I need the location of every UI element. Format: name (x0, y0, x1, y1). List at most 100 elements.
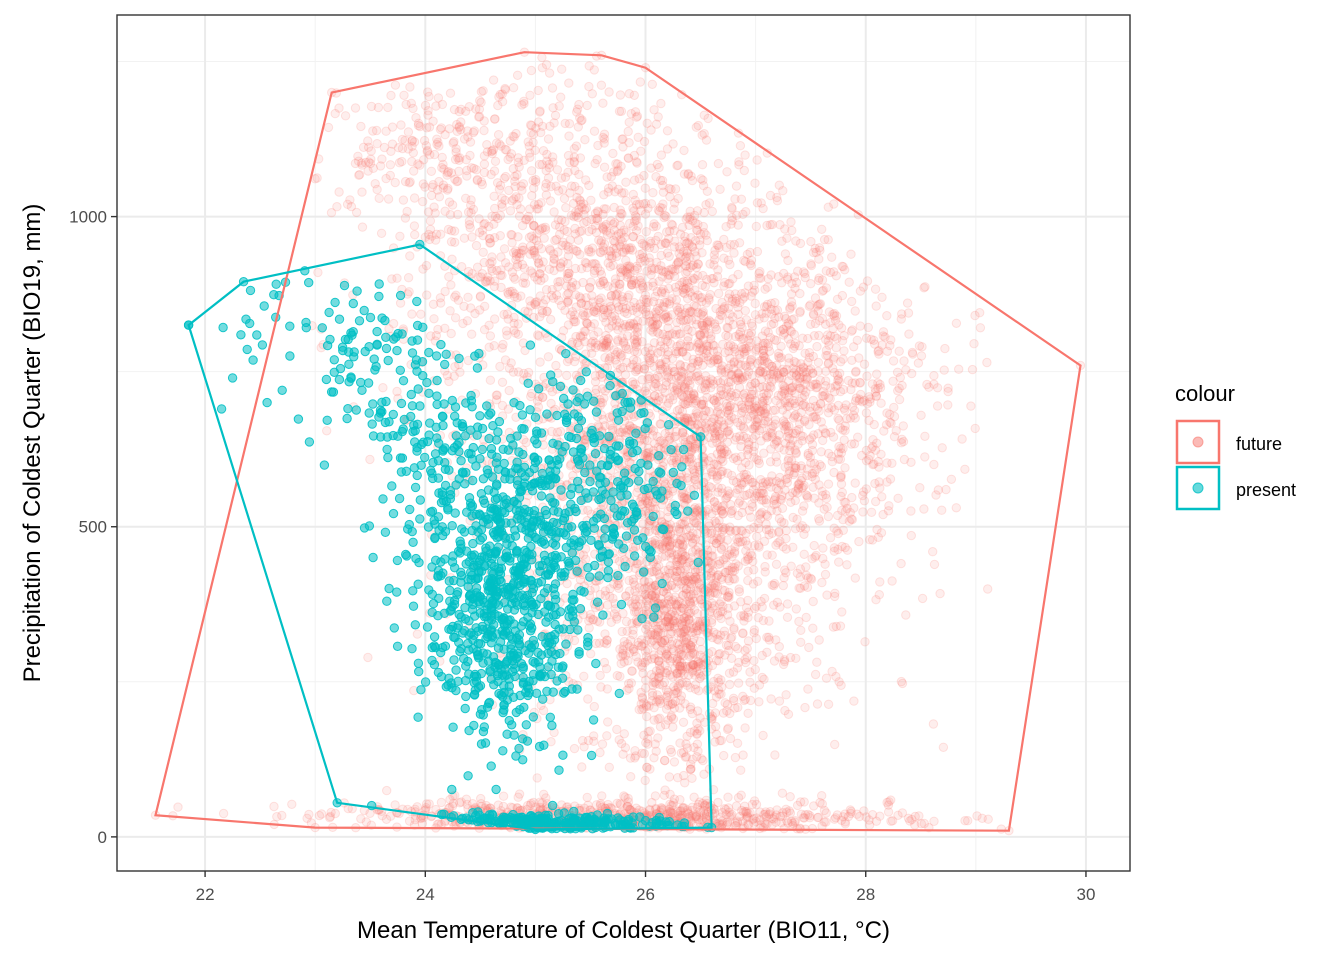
point-future (724, 346, 734, 356)
point-future (770, 494, 780, 504)
point-future (474, 214, 484, 224)
point-future (551, 360, 561, 371)
point-future (738, 628, 748, 639)
point-future (812, 699, 823, 709)
point-future (719, 750, 729, 761)
point-future (585, 613, 596, 623)
point-future (590, 583, 600, 593)
point-future (743, 281, 754, 291)
point-future (795, 564, 806, 574)
point-future (478, 247, 488, 258)
point-future (810, 552, 820, 562)
point-future (511, 246, 521, 256)
point-future (937, 443, 947, 453)
point-future (662, 144, 673, 154)
point-future (683, 476, 693, 486)
point-future (590, 338, 600, 348)
point-future (690, 210, 700, 221)
point-future (661, 354, 671, 364)
point-future (672, 161, 682, 171)
point-future (652, 431, 662, 442)
point-future (806, 319, 816, 329)
point-future (785, 652, 796, 663)
point-future (812, 657, 822, 667)
point-future (569, 743, 580, 754)
point-future (689, 301, 699, 311)
point-future (867, 535, 878, 545)
point-future (777, 236, 787, 246)
point-future (673, 257, 684, 267)
point-future (929, 371, 939, 381)
point-future (748, 502, 758, 512)
point-future (941, 484, 951, 495)
point-future (692, 728, 702, 739)
point-future (743, 575, 753, 586)
point-future (654, 372, 664, 383)
point-future (503, 289, 514, 299)
point-future (756, 198, 766, 208)
point-future (715, 433, 725, 443)
point-future (716, 466, 727, 477)
point-future (638, 199, 649, 209)
point-future (899, 454, 910, 465)
point-future (727, 505, 737, 516)
point-future (471, 240, 482, 251)
point-future (723, 426, 734, 436)
point-future (806, 279, 816, 289)
point-future (679, 276, 689, 287)
point-future (877, 292, 887, 302)
point-future (647, 79, 657, 90)
point-future (696, 399, 707, 409)
point-future (571, 302, 581, 312)
point-future (694, 339, 704, 350)
point-future (618, 142, 628, 152)
point-future (752, 531, 762, 542)
point-future (661, 551, 671, 561)
point-future (749, 628, 759, 638)
point-future (775, 353, 785, 363)
point-future (634, 174, 644, 184)
point-future (853, 432, 863, 442)
grid-major (117, 15, 1130, 871)
point-future (748, 434, 758, 444)
point-future (721, 243, 732, 253)
point-future (671, 668, 682, 678)
point-future (780, 384, 790, 394)
point-future (665, 339, 676, 349)
point-future (741, 657, 751, 668)
point-future (538, 392, 548, 402)
point-future (561, 240, 571, 251)
point-future (839, 346, 849, 356)
point-future (558, 326, 569, 336)
point-future (601, 339, 612, 349)
point-future (775, 220, 785, 230)
point-future (579, 742, 589, 752)
point-future (681, 677, 692, 688)
point-future (789, 272, 800, 282)
point-future (705, 493, 716, 503)
point-future (543, 134, 554, 144)
point-future (553, 282, 563, 292)
point-future (686, 390, 696, 400)
point-future (894, 346, 904, 356)
point-future (661, 685, 672, 695)
point-future (838, 354, 848, 364)
point-future (595, 747, 605, 758)
point-future (592, 155, 602, 165)
point-future (821, 673, 832, 683)
point-future (686, 764, 696, 774)
point-future (618, 608, 628, 619)
point-future (735, 141, 746, 151)
point-future (630, 211, 641, 221)
point-future (828, 622, 839, 632)
point-future (562, 356, 573, 367)
point-future (750, 298, 760, 309)
point-future (693, 420, 703, 430)
point-future (731, 559, 741, 569)
point-future (830, 739, 840, 750)
point-future (943, 386, 953, 397)
point-future (549, 207, 559, 217)
point-future (717, 682, 727, 692)
point-future (741, 546, 751, 556)
point-future (729, 239, 739, 250)
